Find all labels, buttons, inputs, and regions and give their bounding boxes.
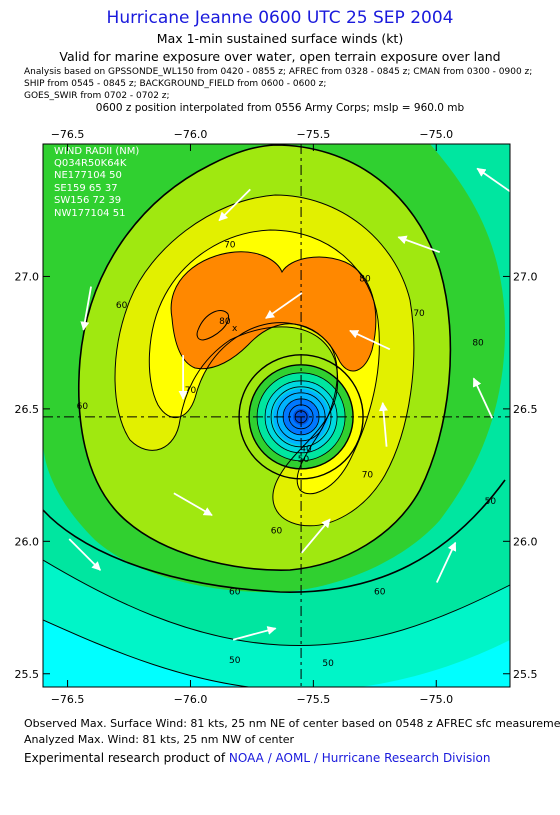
contour-label: 70 — [224, 240, 236, 250]
contour-label: 80 — [359, 275, 371, 285]
x-tick-label-top: −75.0 — [419, 128, 453, 141]
y-tick-label-right: 26.5 — [513, 403, 538, 416]
x-tick-label-bottom: −76.5 — [51, 693, 85, 706]
wind-vector-arrow — [68, 538, 101, 571]
axes: −76.5 −76.5 −76.0 −76.0 −75.5 −75.5 −75.0 −75.0… — [15, 128, 538, 706]
credit-line: Experimental research product of NOAA / … — [24, 751, 490, 765]
wind-contours — [43, 144, 510, 687]
analysis-sources: Analysis based on GPSSONDE_WL150 from 04… — [24, 67, 533, 101]
legend-row-nw: NW177104 51 — [54, 208, 125, 219]
wind-vector-arrow — [435, 541, 457, 583]
wind-radii-legend: WIND RADII (NM) Q034R50K64K NE177104 50 … — [54, 146, 139, 219]
y-tick-label-right: 26.0 — [513, 535, 538, 548]
contour-label: 50 — [485, 497, 497, 507]
chart-subtitle: Max 1-min sustained surface winds (kt) — [156, 31, 404, 46]
contour-50kt-south — [43, 559, 510, 647]
y-tick-label-right: 25.5 — [513, 668, 538, 681]
y-tick-label-left: 27.0 — [15, 270, 40, 283]
contour-label: 80 — [472, 338, 484, 348]
contour-90kt — [170, 251, 377, 372]
wind-vectors — [68, 167, 510, 641]
contour-label: 60 — [116, 301, 128, 311]
contour-label: 70 — [413, 309, 425, 319]
credit-organization-link[interactable]: NOAA / AOML / Hurricane Research Divisio… — [228, 751, 491, 765]
wind-vector-arrow — [378, 401, 388, 447]
legend-row-ne: NE177104 50 — [54, 170, 122, 181]
wind-vector-arrow — [80, 286, 92, 331]
wind-vector-arrow — [472, 377, 494, 419]
contour-label: 80 — [219, 317, 231, 327]
observed-max-wind: Observed Max. Surface Wind: 81 kts, 25 n… — [24, 717, 560, 730]
contour-label: 50 — [322, 659, 334, 669]
position-note: 0600 z position interpolated from 0556 A… — [95, 102, 465, 114]
credit-prefix: Experimental research product of — [24, 751, 229, 765]
contour-label: 70 — [185, 386, 197, 396]
x-tick-label-bottom: −76.0 — [174, 693, 208, 706]
fill-40-50kt — [43, 560, 510, 687]
contour-label: 60 — [229, 587, 241, 597]
contour-label: 60 — [77, 402, 89, 412]
contour-50kt-heavy — [43, 479, 506, 593]
wind-vector-arrow — [397, 235, 441, 254]
validity-note: Valid for marine exposure over water, op… — [59, 49, 501, 64]
contour-70kt — [114, 194, 415, 527]
contour-label: 50 — [298, 455, 310, 465]
wind-vector-arrow — [218, 188, 251, 222]
legend-row-sw: SW156 72 39 — [54, 195, 121, 206]
legend-row-se: SE159 65 37 — [54, 183, 118, 194]
contour-max-wind-loop — [196, 310, 230, 341]
x-tick-label-top: −75.5 — [297, 128, 331, 141]
contour-label: 70 — [362, 471, 374, 481]
y-tick-label-left: 26.0 — [15, 535, 40, 548]
max-wind-marker: x — [232, 324, 238, 334]
wind-vector-arrow — [476, 167, 510, 193]
wind-vector-arrow — [232, 626, 277, 641]
y-tick-label-left: 25.5 — [15, 668, 40, 681]
contour-label: 40 — [300, 444, 312, 454]
center-crosshair — [43, 144, 510, 687]
y-tick-label-right: 27.0 — [513, 270, 538, 283]
y-tick-label-left: 26.5 — [15, 403, 40, 416]
wind-vector-arrow — [349, 329, 391, 351]
analyzed-max-wind: Analyzed Max. Wind: 81 kts, 25 nm NW of … — [24, 733, 295, 746]
x-tick-label-bottom: −75.5 — [297, 693, 331, 706]
max-wind-x-marker: x — [232, 324, 238, 334]
x-tick-label-top: −76.0 — [174, 128, 208, 141]
chart-title: Hurricane Jeanne 0600 UTC 25 SEP 2004 — [106, 8, 454, 28]
x-tick-label-top: −76.5 — [51, 128, 85, 141]
legend-header: Q034R50K64K — [54, 158, 127, 169]
contour-label: 50 — [229, 656, 241, 666]
wind-vector-arrow — [300, 518, 331, 554]
wind-vector-arrow — [265, 292, 303, 319]
x-tick-label-bottom: −75.0 — [419, 693, 453, 706]
contour-60kt — [78, 144, 452, 571]
contour-label: 60 — [271, 526, 283, 536]
wind-speed-fill — [43, 144, 510, 687]
wind-vector-arrow — [173, 492, 213, 517]
plot-frame — [42, 143, 511, 688]
contour-label: 60 — [374, 587, 386, 597]
legend-title: WIND RADII (NM) — [54, 146, 139, 157]
